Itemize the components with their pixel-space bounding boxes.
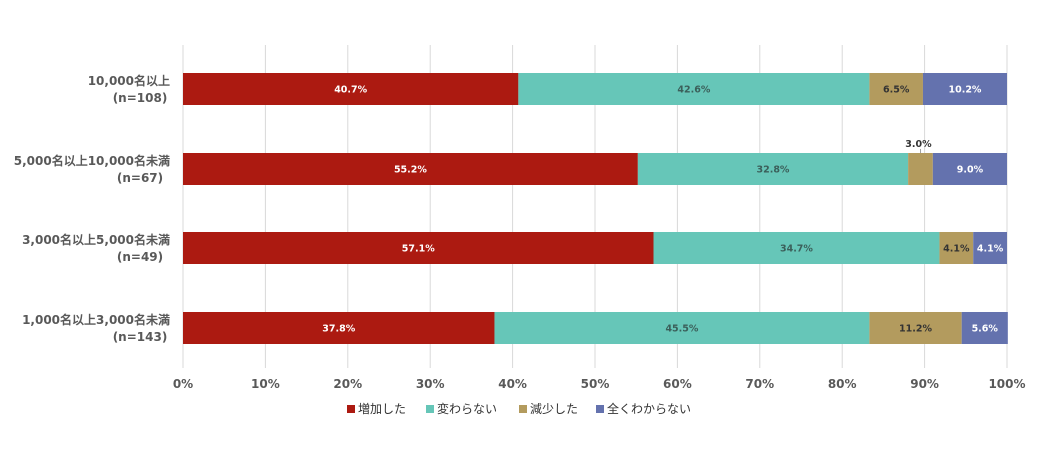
data-label: 6.5% — [883, 85, 910, 96]
bar-segment — [869, 73, 923, 105]
x-tick-label: 90% — [910, 377, 939, 391]
data-label: 34.7% — [780, 244, 813, 255]
x-tick-label: 0% — [173, 377, 193, 391]
bar-segment — [939, 232, 974, 264]
bar-segment — [183, 312, 495, 344]
bar-segment — [922, 73, 1007, 105]
legend-label: 減少した — [530, 401, 578, 416]
data-label: 3.0% — [905, 139, 932, 150]
legend: 増加した 変わらない 減少した 全くわからない — [347, 401, 691, 416]
data-label: 4.1% — [977, 244, 1004, 255]
data-labels: 40.7% 42.6% 6.5% 10.2% 55.2% 32.8% 3.0% 9.0% 57.… — [322, 85, 1004, 335]
data-label: 4.1% — [943, 244, 970, 255]
x-tick-label: 60% — [663, 377, 692, 391]
data-label: 57.1% — [402, 244, 435, 255]
legend-swatch — [426, 405, 434, 413]
data-label: 5.6% — [972, 324, 999, 335]
x-tick-label: 20% — [333, 377, 362, 391]
x-tick-label: 50% — [581, 377, 610, 391]
bar-segment — [494, 312, 870, 344]
data-label: 37.8% — [322, 324, 355, 335]
category-sample-size: (n=67) — [117, 171, 163, 185]
bar-segment — [908, 153, 933, 185]
bar-segment — [973, 232, 1007, 264]
data-label: 10.2% — [948, 85, 981, 96]
data-label: 9.0% — [957, 165, 984, 176]
category-labels: 10,000名以上 (n=108) 5,000名以上10,000名未満 (n=67) 3… — [14, 73, 170, 344]
category-sample-size: (n=49) — [117, 250, 163, 264]
data-label: 11.2% — [899, 324, 932, 335]
bar-segment — [183, 153, 638, 185]
x-tick-label: 80% — [828, 377, 857, 391]
bar-segment — [961, 312, 1008, 344]
category-sample-size: (n=108) — [113, 91, 168, 105]
legend-label: 変わらない — [437, 401, 497, 416]
bar-segment — [869, 312, 962, 344]
x-tick-label: 10% — [251, 377, 280, 391]
x-axis-tick-labels: 0% 10% 20% 30% 40% 50% 60% 70% 80% 90% 100% — [173, 377, 1026, 391]
category-label: 5,000名以上10,000名未満 — [14, 153, 170, 168]
legend-label: 増加した — [358, 402, 406, 416]
bar-segment — [637, 153, 909, 185]
category-label: 10,000名以上 — [88, 73, 170, 88]
category-label: 1,000名以上3,000名未満 — [22, 312, 170, 327]
x-tick-label: 70% — [745, 377, 774, 391]
data-label: 55.2% — [394, 165, 427, 176]
data-label: 42.6% — [677, 85, 710, 96]
data-label: 40.7% — [334, 85, 367, 96]
bars — [183, 73, 1008, 344]
legend-swatch — [347, 405, 355, 413]
bar-segment — [653, 232, 940, 264]
x-tick-label: 100% — [988, 377, 1025, 391]
x-tick-label: 40% — [498, 377, 527, 391]
data-label: 45.5% — [665, 324, 698, 335]
category-label: 3,000名以上5,000名未満 — [22, 232, 170, 247]
legend-swatch — [596, 405, 604, 413]
legend-swatch — [519, 405, 527, 413]
bar-segment — [183, 73, 519, 105]
x-tick-label: 30% — [416, 377, 445, 391]
bar-segment — [932, 153, 1007, 185]
data-label: 32.8% — [756, 165, 789, 176]
bar-segment — [183, 232, 654, 264]
category-sample-size: (n=143) — [113, 330, 168, 344]
bar-segment — [518, 73, 870, 105]
legend-label: 全くわからない — [607, 401, 691, 416]
